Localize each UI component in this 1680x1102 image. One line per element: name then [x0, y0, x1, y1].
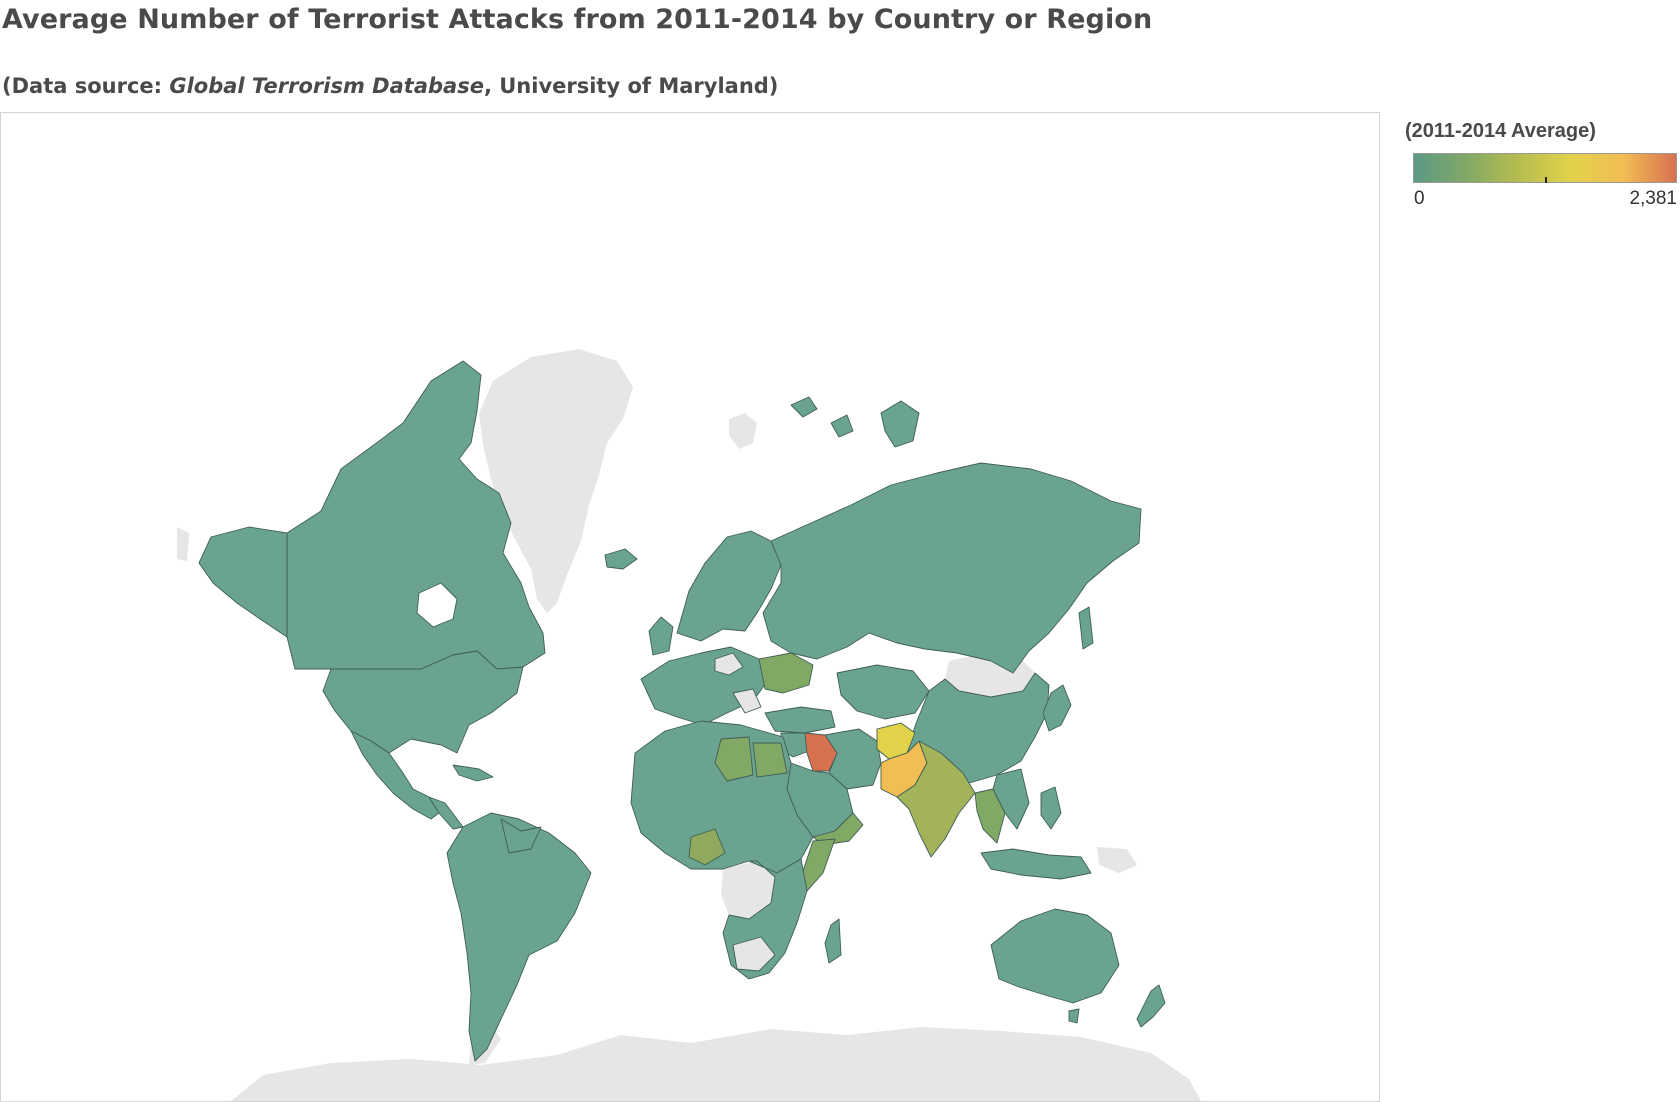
region-nigeria [688, 828, 726, 866]
chart-title: Average Number of Terrorist Attacks from… [2, 4, 1153, 35]
world-map[interactable] [0, 112, 1380, 1102]
region-central-asia [836, 664, 930, 720]
region-png-nodata [1097, 847, 1137, 873]
region-antarctica [231, 1027, 1201, 1101]
region-south-america [446, 812, 592, 1062]
region-arctic-islands-ru [880, 400, 920, 448]
subtitle-prefix: (Data source: [2, 74, 170, 98]
region-poland-nodata [714, 652, 744, 676]
region-central-africa-nodata [721, 861, 775, 919]
region-iceland [604, 548, 638, 570]
legend-ramp-tick [1545, 177, 1547, 183]
region-sakhalin [1078, 606, 1094, 650]
region-madagascar [824, 918, 842, 964]
chart-subtitle: (Data source: Global Terrorism Database,… [2, 74, 778, 98]
subtitle-source-name: Global Terrorism Database [169, 74, 484, 98]
region-svalbard [729, 413, 757, 449]
region-western-europe [640, 646, 770, 726]
region-turkey [764, 706, 836, 734]
region-australia [990, 908, 1120, 1004]
region-indochina [992, 768, 1030, 830]
region-iran [824, 728, 882, 790]
legend-min-label: 0 [1414, 188, 1425, 209]
region-ukraine [758, 652, 814, 694]
region-uk [648, 616, 674, 656]
region-egypt [752, 742, 788, 778]
region-philippines [1040, 786, 1062, 830]
legend-max-label: 2,381 [1629, 188, 1677, 209]
region-libya [714, 736, 754, 782]
region-new-zealand [1136, 984, 1166, 1028]
legend-title: (2011-2014 Average) [1405, 120, 1596, 142]
subtitle-suffix: , University of Maryland) [483, 74, 779, 98]
region-greenland [479, 349, 633, 613]
region-russia [762, 462, 1142, 674]
region-united-states [322, 650, 524, 754]
region-indonesia [980, 848, 1092, 880]
region-tasmania [1068, 1008, 1080, 1024]
region-alaska [198, 526, 288, 638]
region-japan-korea [1042, 684, 1072, 732]
region-balkans-nodata [732, 688, 762, 714]
region-south-africa-nodata [732, 936, 776, 972]
region-scandinavia [676, 530, 782, 642]
region-india [896, 740, 976, 858]
region-caribbean [452, 764, 494, 782]
region-aleutians [177, 527, 189, 561]
